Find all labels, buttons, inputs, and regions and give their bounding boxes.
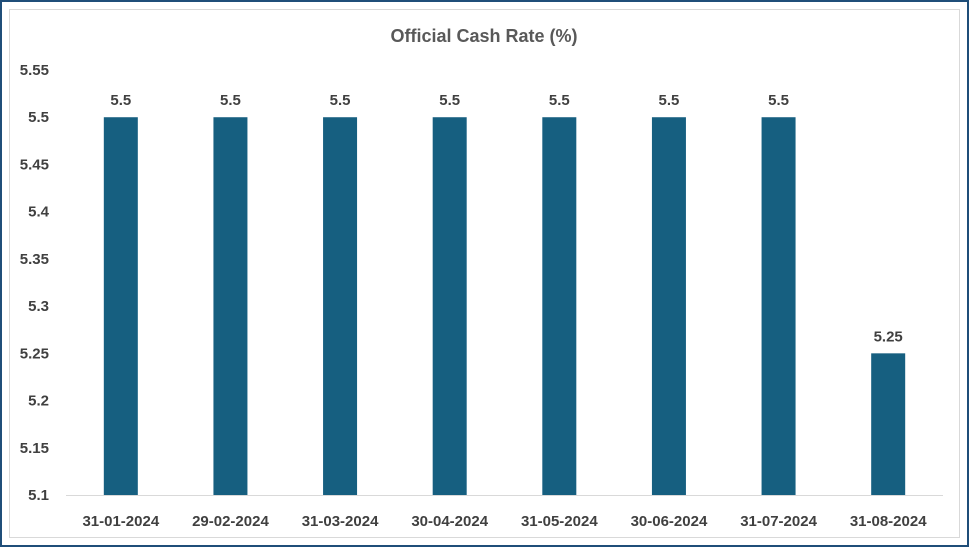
x-tick-label: 29-02-2024 bbox=[192, 513, 269, 530]
data-label: 5.5 bbox=[549, 92, 570, 109]
data-label: 5.5 bbox=[110, 92, 131, 109]
y-tick-label: 5.5 bbox=[28, 109, 49, 126]
x-axis-ticks: 31-01-2024 29-02-2024 31-03-2024 30-04-2024… bbox=[82, 513, 927, 530]
chart-area-border bbox=[9, 9, 960, 538]
x-tick-label: 31-07-2024 bbox=[740, 513, 817, 530]
x-tick-label: 31-05-2024 bbox=[521, 513, 598, 530]
bar bbox=[323, 117, 358, 495]
x-tick-label: 31-03-2024 bbox=[302, 513, 379, 530]
bar bbox=[871, 353, 906, 495]
x-tick-label: 30-06-2024 bbox=[631, 513, 708, 530]
data-label: 5.25 bbox=[874, 328, 903, 345]
y-tick-label: 5.35 bbox=[20, 251, 49, 268]
y-tick-label: 5.1 bbox=[28, 487, 49, 504]
y-tick-label: 5.3 bbox=[28, 298, 49, 315]
y-axis-ticks: 5.1 5.15 5.2 5.25 5.3 5.35 5.4 5.45 5.5 5.55 bbox=[20, 62, 50, 504]
bar bbox=[432, 117, 467, 495]
data-label: 5.5 bbox=[439, 92, 460, 109]
y-tick-label: 5.55 bbox=[20, 62, 49, 79]
bar bbox=[213, 117, 248, 495]
x-tick-label: 31-08-2024 bbox=[850, 513, 927, 530]
data-label: 5.5 bbox=[220, 92, 241, 109]
y-tick-label: 5.25 bbox=[20, 345, 49, 362]
bar bbox=[542, 117, 577, 495]
bars bbox=[103, 117, 906, 495]
data-label: 5.5 bbox=[330, 92, 351, 109]
data-label: 5.5 bbox=[768, 92, 789, 109]
y-tick-label: 5.45 bbox=[20, 156, 49, 173]
x-tick-label: 30-04-2024 bbox=[411, 513, 488, 530]
bar bbox=[651, 117, 686, 495]
y-tick-label: 5.15 bbox=[20, 440, 49, 457]
bar bbox=[761, 117, 796, 495]
bar bbox=[103, 117, 138, 495]
y-tick-label: 5.2 bbox=[28, 393, 49, 410]
x-tick-label: 31-01-2024 bbox=[82, 513, 159, 530]
chart-title: Official Cash Rate (%) bbox=[390, 26, 577, 46]
data-label: 5.5 bbox=[659, 92, 680, 109]
y-tick-label: 5.4 bbox=[28, 204, 50, 221]
data-labels: 5.5 5.5 5.5 5.5 5.5 5.5 5.5 5.25 bbox=[110, 92, 902, 345]
